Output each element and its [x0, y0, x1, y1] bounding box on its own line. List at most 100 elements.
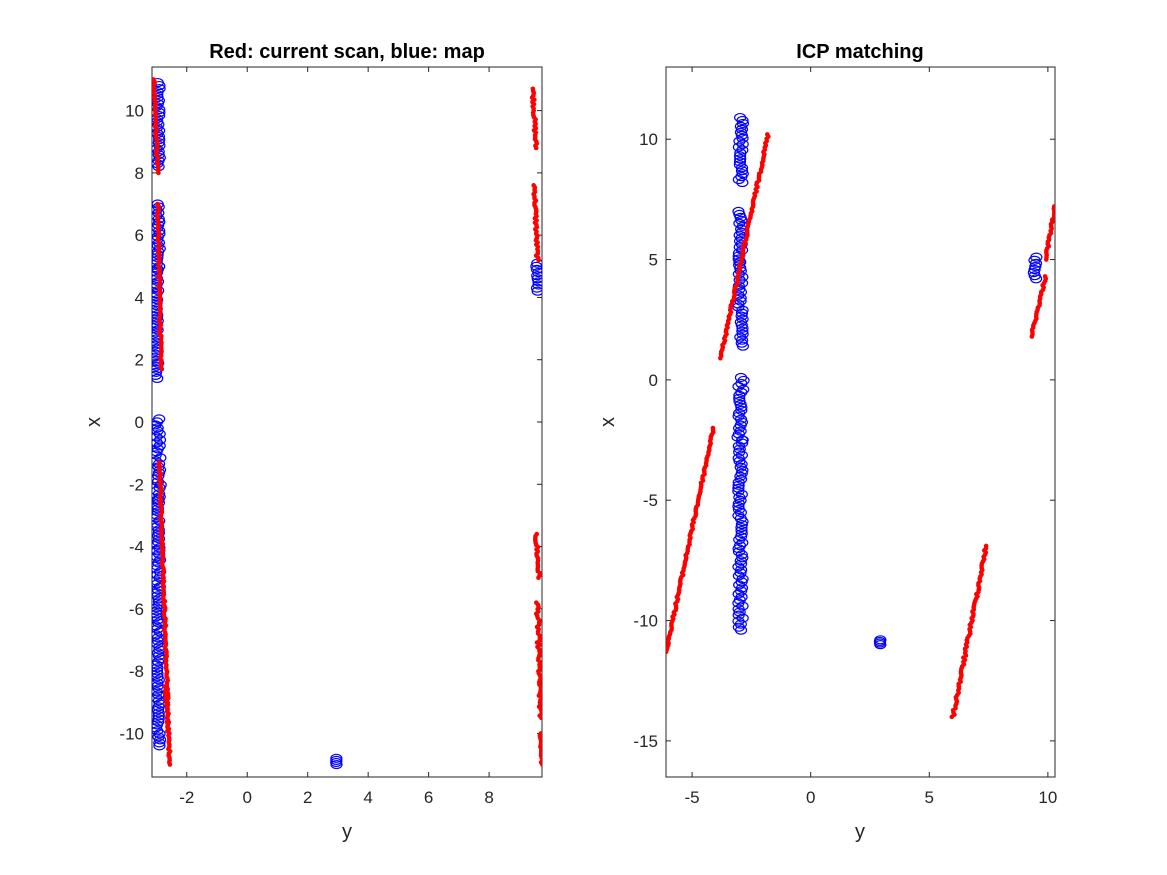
left-subplot-y-tick-label: -8: [129, 662, 144, 681]
map-point: [1029, 261, 1042, 272]
map-point: [736, 177, 749, 188]
map-point: [733, 393, 746, 403]
map-point: [732, 302, 745, 312]
map-point: [734, 372, 748, 383]
map-point: [735, 525, 748, 536]
right-subplot-segment-0-6: [1027, 252, 1043, 284]
map-point: [734, 474, 748, 484]
left-subplot-segment-1-8: [537, 731, 542, 767]
map-point: [733, 151, 747, 161]
map-point: [733, 447, 746, 457]
map-point: [735, 311, 748, 321]
map-point: [732, 486, 745, 496]
map-point: [532, 277, 542, 287]
map-point: [532, 280, 542, 290]
right-subplot-segment-0-3: [731, 372, 750, 445]
left-subplot-segment-1-1: [155, 201, 165, 372]
left-subplot-x-tick-label: 6: [424, 788, 433, 807]
left-subplot-y-tick-label: 10: [125, 102, 144, 121]
left-subplot: Red: current scan, blue: map y x -2 0 2 4 6 8…: [83, 41, 543, 843]
left-subplot-title: Red: current scan, blue: map: [209, 41, 485, 63]
map-point: [735, 402, 748, 412]
map-point: [732, 547, 746, 557]
right-subplot-segment-1-0: [718, 132, 771, 361]
left-subplot-segment-0-4: [152, 495, 167, 751]
map-point: [736, 118, 750, 129]
map-point: [736, 323, 749, 333]
map-point: [152, 705, 165, 715]
scan-point: [539, 715, 542, 721]
map-point: [152, 714, 165, 724]
map-point: [152, 612, 163, 622]
map-point: [732, 483, 745, 493]
map-point: [732, 441, 745, 451]
map-point: [152, 666, 164, 676]
map-point: [735, 583, 749, 593]
scan-point: [983, 543, 989, 549]
left-subplot-segment-0-6: [530, 258, 542, 296]
map-point: [152, 639, 164, 649]
left-subplot-y-tick-label: 6: [135, 226, 144, 245]
scan-point: [765, 132, 770, 137]
right-subplot-y-axis-label: x: [597, 417, 619, 427]
left-subplot-data-layer: [152, 77, 542, 770]
right-subplot-segment-0-1: [732, 206, 749, 267]
left-subplot-y-tick-label: 4: [135, 288, 144, 307]
left-subplot-y-axis-label: x: [83, 417, 105, 427]
right-subplot-x-tick-label: 0: [806, 788, 815, 807]
map-point: [1028, 271, 1041, 281]
left-subplot-y-tick-label: -6: [129, 600, 144, 619]
map-point: [732, 616, 745, 626]
left-subplot-y-tick-label: -2: [129, 475, 144, 494]
map-point: [732, 411, 745, 421]
map-point: [874, 635, 887, 645]
map-point: [152, 304, 163, 314]
map-point: [734, 532, 748, 542]
scan-point: [710, 425, 716, 431]
scan-point: [533, 145, 539, 151]
map-point: [152, 630, 163, 640]
map-point: [735, 592, 748, 602]
right-subplot-series-scan: [666, 132, 1055, 720]
left-subplot-series-scan: [152, 77, 542, 767]
map-point: [735, 550, 748, 560]
right-subplot-y-tick-label: 5: [649, 251, 658, 270]
right-subplot-x-tick-label: -5: [685, 788, 700, 807]
scan-point: [159, 366, 165, 372]
map-point: [732, 504, 746, 515]
map-point: [152, 426, 164, 436]
left-subplot-x-tick-label: -2: [179, 788, 194, 807]
right-subplot-segment-1-2: [949, 543, 989, 720]
map-point: [153, 738, 166, 748]
map-point: [736, 133, 749, 143]
map-point: [737, 375, 750, 386]
left-subplot-y-tick-label: -4: [129, 538, 144, 557]
map-point: [1028, 264, 1041, 275]
map-point: [530, 264, 542, 275]
map-point: [733, 157, 747, 167]
left-subplot-x-tick-label: 2: [303, 788, 312, 807]
map-point: [735, 338, 748, 348]
map-point: [152, 373, 164, 384]
map-point: [152, 669, 164, 679]
map-point: [733, 456, 746, 466]
map-point: [735, 405, 748, 415]
left-subplot-segment-0-5: [330, 753, 343, 770]
map-point: [736, 538, 749, 548]
map-point: [734, 154, 747, 164]
map-point: [735, 489, 748, 499]
map-point: [1027, 268, 1040, 278]
left-subplot-segment-1-5: [531, 183, 541, 263]
right-subplot-x-tick-label: 10: [1038, 788, 1057, 807]
map-point: [152, 450, 162, 460]
map-point: [152, 367, 163, 377]
map-point: [735, 519, 748, 530]
map-point: [531, 286, 542, 296]
right-subplot-y-tick-label: -15: [633, 732, 658, 751]
map-point: [153, 741, 166, 751]
map-point: [736, 329, 749, 339]
map-point: [732, 604, 745, 614]
map-point: [736, 574, 749, 584]
